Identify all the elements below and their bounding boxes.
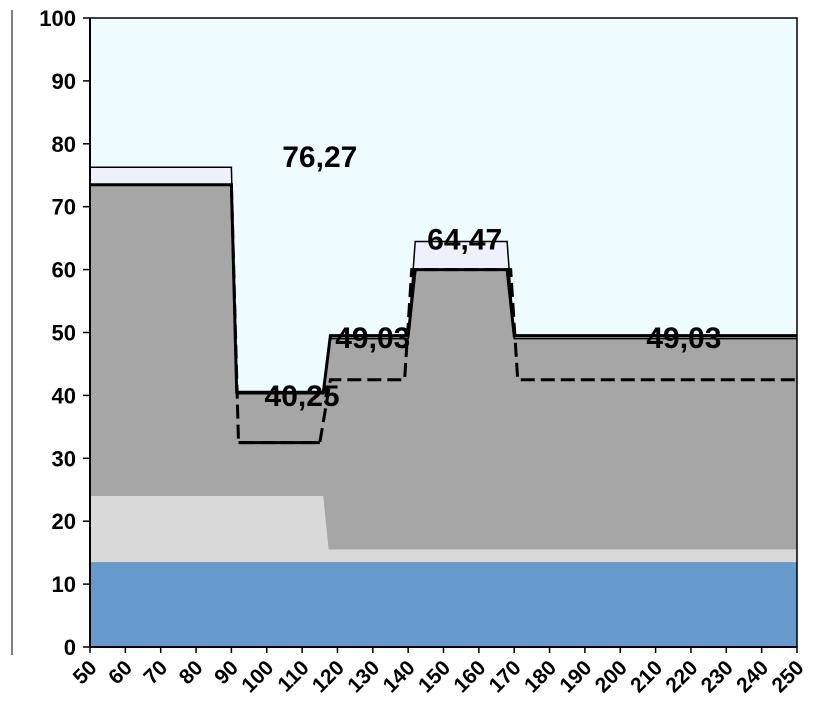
x-tick-label: 140 [379, 656, 420, 697]
x-tick-label: 160 [449, 656, 490, 697]
data-label: 49,03 [646, 322, 721, 355]
x-tick-label: 100 [237, 656, 278, 697]
x-tick-label: 190 [555, 656, 596, 697]
area-blue-band [90, 562, 797, 647]
x-tick-label: 200 [591, 656, 632, 697]
data-labels: 76,27 40,25 49,03 64,47 49,03 [265, 141, 722, 413]
x-tick-label: 230 [697, 656, 738, 697]
x-tick-label: 50 [69, 656, 102, 689]
x-axis: 50 60 70 80 90100110120130140150160170180190… [69, 646, 809, 697]
data-label: 40,25 [265, 380, 340, 413]
x-tick-label: 110 [273, 656, 313, 696]
y-tick-label: 70 [52, 195, 76, 220]
x-tick-label: 90 [210, 656, 243, 689]
y-tick-label: 30 [52, 446, 76, 471]
y-axis: 0 10 20 30 40 50 60 70 80 90 100 [39, 6, 91, 660]
x-tick-label: 80 [175, 656, 208, 689]
x-tick-label: 120 [308, 656, 349, 697]
data-label: 49,03 [335, 322, 410, 355]
y-tick-label: 20 [52, 509, 76, 534]
x-tick-label: 130 [343, 656, 384, 697]
x-tick-label: 60 [104, 656, 137, 689]
x-tick-label: 170 [485, 656, 526, 697]
x-tick-label: 220 [661, 656, 702, 697]
y-tick-label: 0 [64, 635, 76, 660]
y-tick-label: 50 [52, 321, 76, 346]
y-tick-label: 90 [52, 69, 76, 94]
y-tick-label: 60 [52, 258, 76, 283]
x-tick-label: 250 [767, 656, 808, 697]
x-tick-label: 240 [732, 656, 773, 697]
y-tick-label: 40 [52, 383, 76, 408]
x-tick-label: 150 [414, 656, 455, 697]
bands [90, 167, 797, 648]
series-lines [90, 166, 797, 445]
data-label: 64,47 [427, 223, 502, 256]
y-tick-label: 80 [52, 132, 76, 157]
data-label: 76,27 [282, 141, 357, 174]
x-tick-label: 180 [520, 656, 561, 697]
x-tick-label: 210 [626, 656, 667, 697]
y-tick-label: 10 [52, 572, 76, 597]
y-tick-label: 100 [39, 6, 76, 31]
x-tick-label: 70 [139, 656, 172, 689]
